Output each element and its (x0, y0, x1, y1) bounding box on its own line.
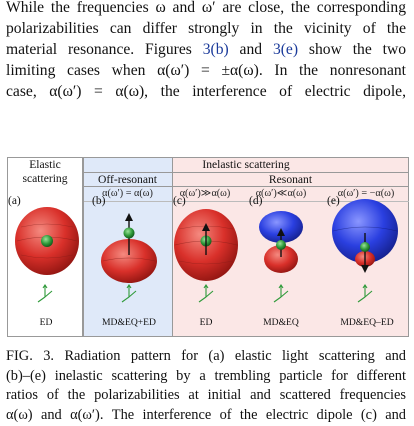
panel-label-d: (d) (249, 195, 263, 207)
condition-d: α(ω′)≪α(ω) (255, 188, 307, 199)
pattern-e (332, 199, 398, 273)
bottom-label-b: MD&EQ+ED (102, 317, 156, 328)
paragraph-line-5: case, α(ω′) = α(ω), the interference of … (6, 83, 406, 100)
caption-line-3: ratios of the polarizabilities at initia… (6, 387, 406, 404)
caption-line-4: α(ω) and α(ω′). The interference of the … (6, 406, 406, 423)
pattern-a (15, 207, 79, 275)
figure-ref-3b[interactable]: 3(b) (202, 41, 229, 58)
elastic-header-line-2: scattering (22, 172, 68, 185)
elastic-header-line-1: Elastic (29, 158, 61, 171)
paragraph-line-1: While the frequencies ω and ω′ are close… (6, 0, 406, 16)
paragraph-line-3-text-a: material resonance. Figures (6, 41, 203, 58)
panel-label-c: (c) (173, 195, 186, 207)
figure-ref-3e[interactable]: 3(e) (272, 41, 299, 58)
header-divider-2 (83, 186, 409, 187)
bottom-label-d: MD&EQ (263, 317, 299, 328)
figure-3: Elastic scattering Inelastic scattering … (7, 157, 409, 337)
off-resonant-header: Off-resonant (97, 173, 158, 186)
condition-e: α(ω′) = −α(ω) (337, 188, 395, 199)
bottom-label-e: MD&EQ–ED (340, 317, 394, 328)
bottom-label-c: ED (199, 317, 213, 328)
axis-glyphs (37, 284, 373, 303)
panel-label-a: (a) (8, 195, 21, 207)
pattern-d (259, 211, 303, 273)
body-paragraph: While the frequencies ω and ω′ are close… (6, 0, 406, 102)
paragraph-line-2: polarizabilities can differ strongly in … (6, 20, 406, 37)
pattern-c (174, 209, 238, 281)
paragraph-line-3-text-c: show the two (298, 41, 407, 58)
panel-label-b: (b) (92, 195, 106, 207)
header-divider (83, 172, 409, 173)
caption-line-1: FIG. 3. Radiation pattern for (a) elasti… (6, 348, 406, 364)
panel-label-e: (e) (327, 195, 340, 207)
resonant-header: Resonant (268, 173, 313, 186)
paragraph-line-4: limiting cases when α(ω′) = ±α(ω). In th… (6, 62, 406, 79)
caption-line-2: (b)–(e) inelastic scattering by a trembl… (6, 367, 406, 384)
column-divider-1 (83, 157, 84, 337)
radiation-patterns (15, 199, 398, 303)
paragraph-line-3: material resonance. Figures 3(b) and 3(e… (6, 39, 406, 60)
paragraph-line-3-text-b: and (228, 41, 273, 58)
condition-c: α(ω′)≫α(ω) (179, 188, 231, 199)
figure-caption: FIG. 3. Radiation pattern for (a) elasti… (6, 347, 406, 425)
header-divider-3 (83, 201, 409, 202)
pattern-b (101, 213, 157, 283)
bottom-label-a: ED (39, 317, 53, 328)
condition-b: α(ω′) = α(ω) (102, 188, 153, 199)
inelastic-header: Inelastic scattering (202, 158, 290, 171)
column-divider-2 (172, 172, 173, 337)
